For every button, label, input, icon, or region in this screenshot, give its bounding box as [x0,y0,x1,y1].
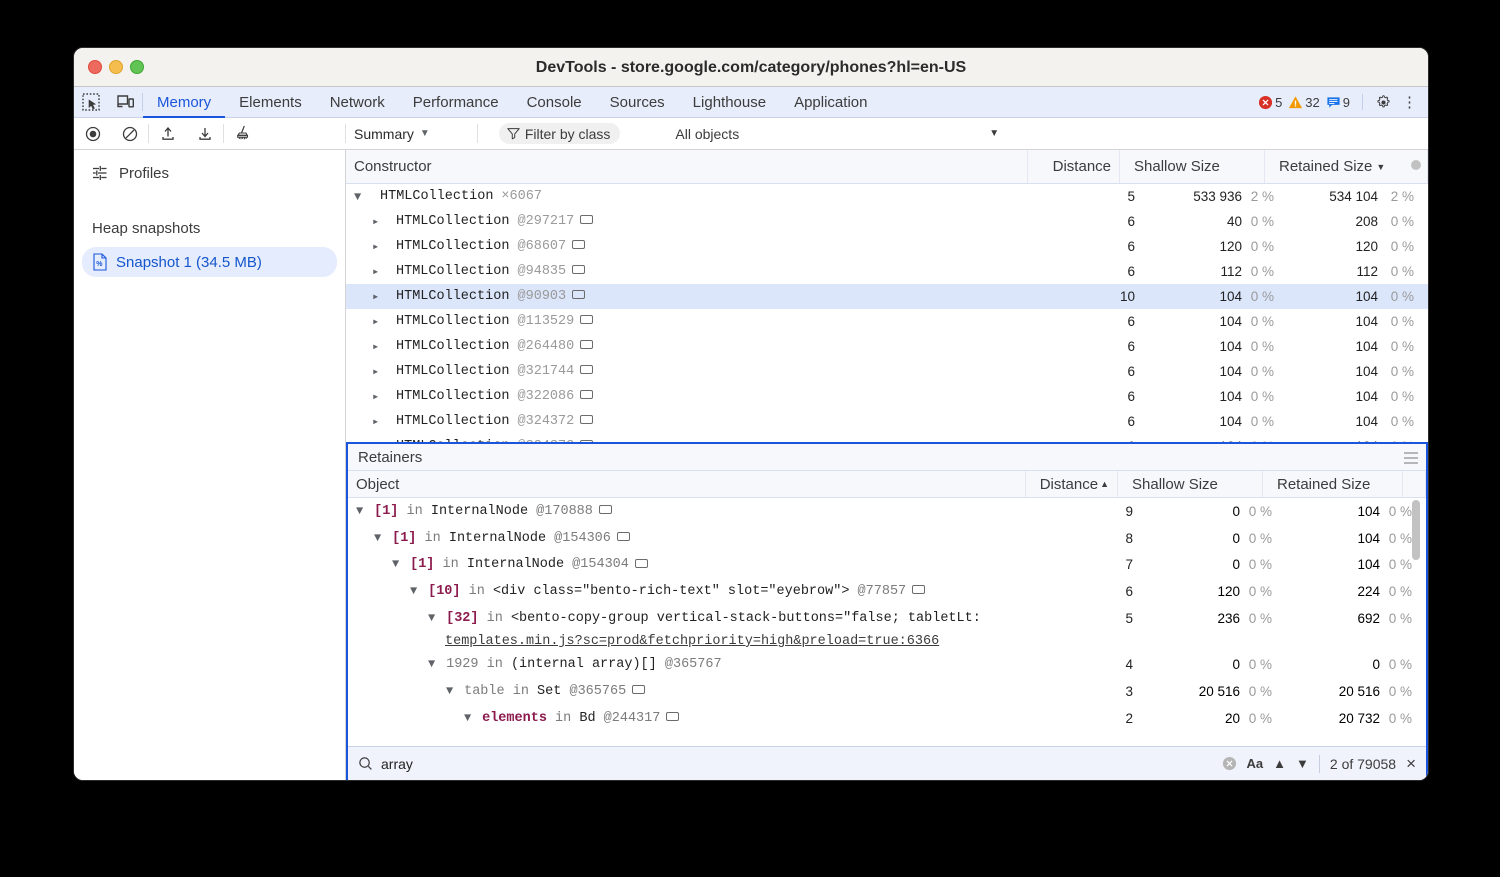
svg-text:%: % [96,261,103,268]
